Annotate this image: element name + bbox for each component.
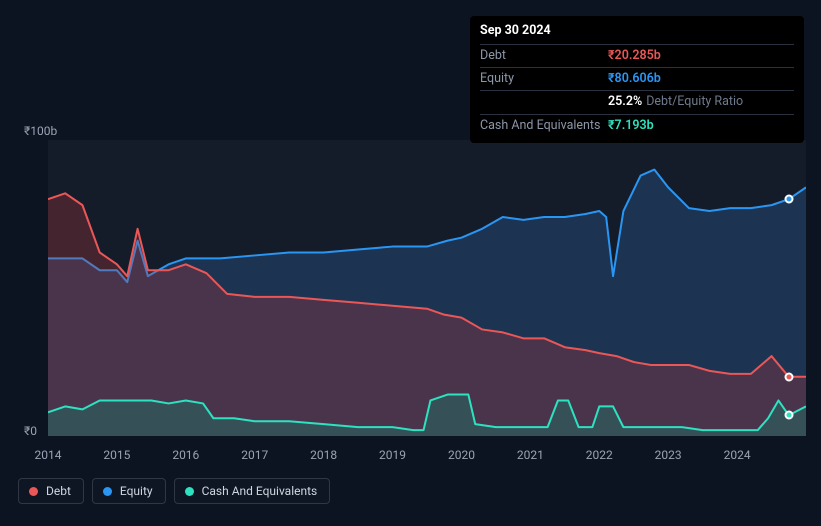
- tooltip-row-debt: Debt ₹20.285b: [480, 44, 794, 67]
- tooltip-label: Debt: [480, 47, 608, 65]
- legend-item-equity[interactable]: Equity: [92, 478, 166, 504]
- legend-label: Equity: [120, 484, 153, 498]
- y-axis-min-label: ₹0: [24, 424, 37, 438]
- tooltip-value: 25.2%: [608, 93, 642, 111]
- chart-plot-area[interactable]: [48, 140, 806, 436]
- tooltip-title: Sep 30 2024: [480, 22, 794, 44]
- x-axis-tick: 2016: [172, 448, 199, 462]
- x-axis-tick: 2024: [724, 448, 751, 462]
- y-axis-max-label: ₹100b: [24, 124, 57, 138]
- legend-label: Debt: [46, 484, 71, 498]
- x-axis-tick: 2023: [655, 448, 682, 462]
- x-axis-tick: 2018: [310, 448, 337, 462]
- x-axis-tick: 2022: [586, 448, 613, 462]
- legend-dot-icon: [103, 487, 112, 496]
- chart-legend: Debt Equity Cash And Equivalents: [18, 478, 330, 504]
- x-axis-tick: 2014: [35, 448, 62, 462]
- tooltip-label: Cash And Equivalents: [480, 117, 608, 135]
- tooltip-value: ₹7.193b: [608, 117, 654, 135]
- x-axis-tick: 2017: [241, 448, 268, 462]
- chart-svg: [48, 140, 806, 436]
- legend-item-cash[interactable]: Cash And Equivalents: [174, 478, 331, 504]
- tooltip-note: Debt/Equity Ratio: [646, 93, 743, 111]
- legend-label: Cash And Equivalents: [202, 484, 318, 498]
- legend-dot-icon: [29, 487, 38, 496]
- tooltip-value: ₹80.606b: [608, 70, 661, 88]
- tooltip-row-equity: Equity ₹80.606b: [480, 67, 794, 90]
- tooltip-row-cash: Cash And Equivalents ₹7.193b: [480, 114, 794, 137]
- tooltip-label: [480, 93, 608, 111]
- x-axis-tick: 2019: [379, 448, 406, 462]
- x-axis: 2014201520162017201820192020202120222023…: [48, 448, 806, 466]
- tooltip-value: ₹20.285b: [608, 47, 661, 65]
- tooltip-row-ratio: 25.2% Debt/Equity Ratio: [480, 90, 794, 113]
- legend-dot-icon: [185, 487, 194, 496]
- x-axis-tick: 2021: [517, 448, 544, 462]
- tooltip-label: Equity: [480, 70, 608, 88]
- x-axis-tick: 2020: [448, 448, 475, 462]
- chart-tooltip: Sep 30 2024 Debt ₹20.285b Equity ₹80.606…: [470, 16, 804, 143]
- x-axis-tick: 2015: [103, 448, 130, 462]
- legend-item-debt[interactable]: Debt: [18, 478, 84, 504]
